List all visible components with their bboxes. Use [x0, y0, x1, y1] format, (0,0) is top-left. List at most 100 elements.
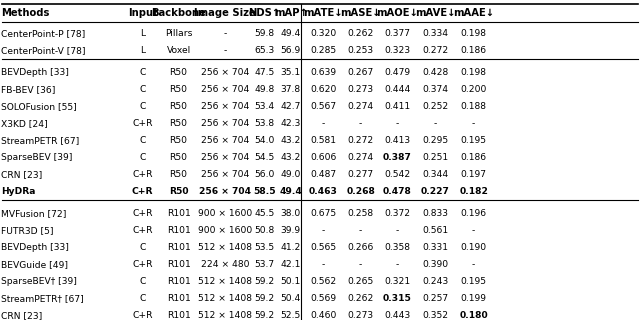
- Text: 50.1: 50.1: [281, 277, 301, 286]
- Text: 0.180: 0.180: [460, 311, 488, 320]
- Text: 0.272: 0.272: [422, 46, 449, 55]
- Text: 512 × 1408: 512 × 1408: [198, 311, 252, 320]
- Text: 0.273: 0.273: [348, 85, 374, 94]
- Text: C: C: [140, 277, 146, 286]
- Text: 0.675: 0.675: [310, 209, 336, 218]
- Text: 0.334: 0.334: [422, 29, 448, 38]
- Text: 42.1: 42.1: [281, 260, 301, 269]
- Text: 49.4: 49.4: [280, 187, 302, 196]
- Text: R50: R50: [170, 119, 188, 128]
- Text: 56.9: 56.9: [281, 46, 301, 55]
- Text: 0.413: 0.413: [385, 136, 410, 145]
- Text: C: C: [140, 243, 146, 252]
- Text: 512 × 1408: 512 × 1408: [198, 277, 252, 286]
- Text: 256 × 704: 256 × 704: [201, 102, 249, 111]
- Text: 900 × 1600: 900 × 1600: [198, 226, 252, 235]
- Text: 0.833: 0.833: [422, 209, 448, 218]
- Text: 0.344: 0.344: [422, 170, 449, 179]
- Text: 0.190: 0.190: [461, 243, 486, 252]
- Text: -: -: [321, 260, 325, 269]
- Text: 0.374: 0.374: [422, 85, 448, 94]
- Text: 0.478: 0.478: [383, 187, 412, 196]
- Text: 0.277: 0.277: [348, 170, 374, 179]
- Text: 0.358: 0.358: [385, 243, 410, 252]
- Text: 50.8: 50.8: [255, 226, 275, 235]
- Text: 0.463: 0.463: [308, 187, 338, 196]
- Text: 0.243: 0.243: [422, 277, 449, 286]
- Text: 42.3: 42.3: [281, 119, 301, 128]
- Text: 0.258: 0.258: [348, 209, 374, 218]
- Text: 38.0: 38.0: [281, 209, 301, 218]
- Text: 0.257: 0.257: [422, 294, 448, 303]
- Text: mAAE↓: mAAE↓: [453, 8, 494, 18]
- Text: 53.8: 53.8: [255, 119, 275, 128]
- Text: FUTR3D [5]: FUTR3D [5]: [1, 226, 54, 235]
- Text: 49.8: 49.8: [255, 85, 275, 94]
- Text: R101: R101: [166, 311, 191, 320]
- Text: 37.8: 37.8: [281, 85, 301, 94]
- Text: 0.186: 0.186: [461, 153, 486, 162]
- Text: 42.7: 42.7: [281, 102, 301, 111]
- Text: -: -: [396, 119, 399, 128]
- Text: R50: R50: [170, 136, 188, 145]
- Text: 0.639: 0.639: [310, 68, 336, 77]
- Text: X3KD [24]: X3KD [24]: [1, 119, 48, 128]
- Text: 256 × 704: 256 × 704: [201, 85, 249, 94]
- Text: C+R: C+R: [132, 226, 153, 235]
- Text: 0.251: 0.251: [422, 153, 448, 162]
- Text: C: C: [140, 153, 146, 162]
- Text: StreamPETR† [67]: StreamPETR† [67]: [1, 294, 84, 303]
- Text: 0.387: 0.387: [383, 153, 412, 162]
- Text: 0.320: 0.320: [310, 29, 337, 38]
- Text: 58.5: 58.5: [253, 187, 276, 196]
- Text: 0.479: 0.479: [385, 68, 410, 77]
- Text: 0.411: 0.411: [385, 102, 410, 111]
- Text: 59.8: 59.8: [255, 29, 275, 38]
- Text: 0.196: 0.196: [461, 209, 486, 218]
- Text: C+R: C+R: [132, 209, 153, 218]
- Text: 53.7: 53.7: [255, 260, 275, 269]
- Text: C+R: C+R: [132, 260, 153, 269]
- Text: 256 × 704: 256 × 704: [201, 68, 249, 77]
- Text: 900 × 1600: 900 × 1600: [198, 209, 252, 218]
- Text: 43.2: 43.2: [281, 136, 301, 145]
- Text: -: -: [359, 119, 362, 128]
- Text: -: -: [321, 119, 325, 128]
- Text: 0.267: 0.267: [348, 68, 374, 77]
- Text: -: -: [396, 260, 399, 269]
- Text: MVFusion [72]: MVFusion [72]: [1, 209, 67, 218]
- Text: 256 × 704: 256 × 704: [201, 153, 249, 162]
- Text: CRN [23]: CRN [23]: [1, 170, 42, 179]
- Text: 0.606: 0.606: [310, 153, 337, 162]
- Text: 45.5: 45.5: [255, 209, 275, 218]
- Text: 0.565: 0.565: [310, 243, 336, 252]
- Text: L: L: [140, 29, 145, 38]
- Text: 0.262: 0.262: [348, 294, 374, 303]
- Text: 0.444: 0.444: [384, 85, 411, 94]
- Text: 0.331: 0.331: [422, 243, 448, 252]
- Text: 0.561: 0.561: [422, 226, 448, 235]
- Text: Pillars: Pillars: [165, 29, 192, 38]
- Text: C: C: [140, 85, 146, 94]
- Text: mASE↓: mASE↓: [340, 8, 381, 18]
- Text: 0.315: 0.315: [383, 294, 412, 303]
- Text: Voxel: Voxel: [166, 46, 191, 55]
- Text: 0.182: 0.182: [459, 187, 488, 196]
- Text: 0.569: 0.569: [310, 294, 336, 303]
- Text: 256 × 704: 256 × 704: [201, 119, 249, 128]
- Text: CRN [23]: CRN [23]: [1, 311, 42, 320]
- Text: -: -: [433, 119, 437, 128]
- Text: HyDRa: HyDRa: [1, 187, 36, 196]
- Text: 0.266: 0.266: [348, 243, 374, 252]
- Text: 59.2: 59.2: [255, 277, 275, 286]
- Text: 0.200: 0.200: [460, 85, 487, 94]
- Text: R101: R101: [166, 294, 191, 303]
- Text: 0.253: 0.253: [348, 46, 374, 55]
- Text: mAOE↓: mAOE↓: [376, 8, 419, 18]
- Text: SparseBEV [39]: SparseBEV [39]: [1, 153, 73, 162]
- Text: 0.460: 0.460: [310, 311, 337, 320]
- Text: 0.487: 0.487: [310, 170, 336, 179]
- Text: CenterPoint-P [78]: CenterPoint-P [78]: [1, 29, 86, 38]
- Text: 256 × 704: 256 × 704: [199, 187, 251, 196]
- Text: 43.2: 43.2: [281, 153, 301, 162]
